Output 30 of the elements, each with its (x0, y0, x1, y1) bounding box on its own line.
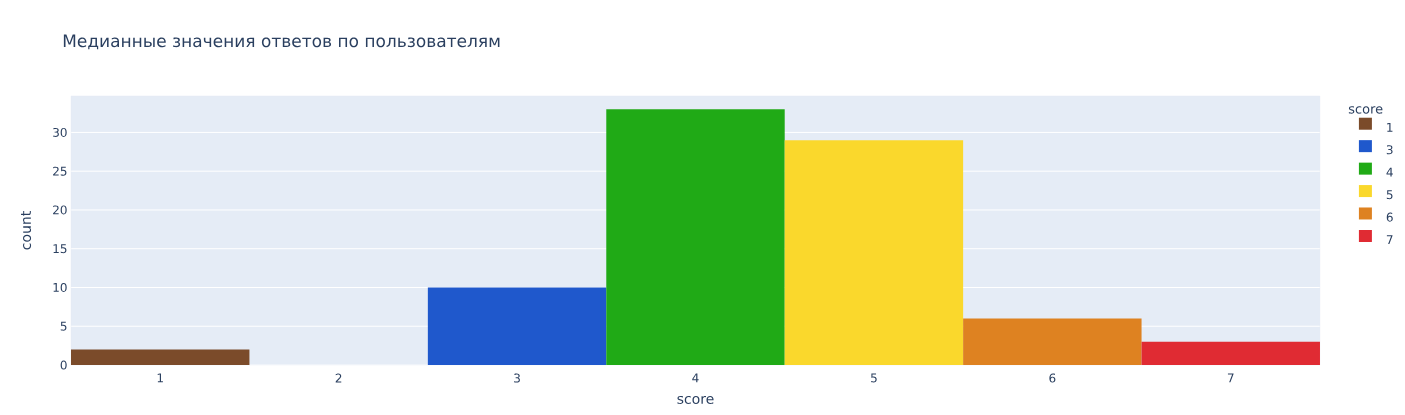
x-tick-label: 4 (692, 373, 699, 383)
bar (606, 109, 785, 365)
y-tick-label: 15 (53, 244, 67, 254)
bar (1141, 341, 1320, 365)
x-tick-label: 1 (157, 373, 163, 383)
x-tick-label: 3 (514, 373, 520, 383)
x-tick-label: 6 (1049, 373, 1056, 383)
legend-label: 6 (1386, 212, 1393, 222)
y-tick-label: 5 (60, 321, 67, 331)
bar (71, 349, 250, 365)
y-tick-label: 0 (60, 360, 67, 370)
legend-title: score (1348, 106, 1383, 114)
bar (963, 318, 1142, 365)
y-tick-label: 20 (53, 205, 67, 215)
x-tick-label: 7 (1227, 373, 1234, 383)
x-axis-title: score (677, 395, 714, 404)
bar (427, 287, 607, 365)
x-tick-label: 5 (871, 373, 877, 383)
y-tick-label: 10 (53, 282, 67, 293)
y-tick-label: 30 (53, 127, 67, 137)
legend-label: 4 (1386, 167, 1393, 177)
y-tick-label: 25 (53, 166, 67, 176)
bar (784, 140, 964, 365)
chart-title: Медианные значения ответов по пользователям (63, 34, 500, 50)
legend-label: 7 (1386, 235, 1393, 244)
x-tick-label: 2 (335, 373, 342, 383)
legend-label: 1 (1387, 122, 1393, 132)
legend-label: 3 (1386, 145, 1393, 155)
y-axis-title: count (21, 211, 32, 250)
legend-label: 5 (1386, 190, 1393, 200)
